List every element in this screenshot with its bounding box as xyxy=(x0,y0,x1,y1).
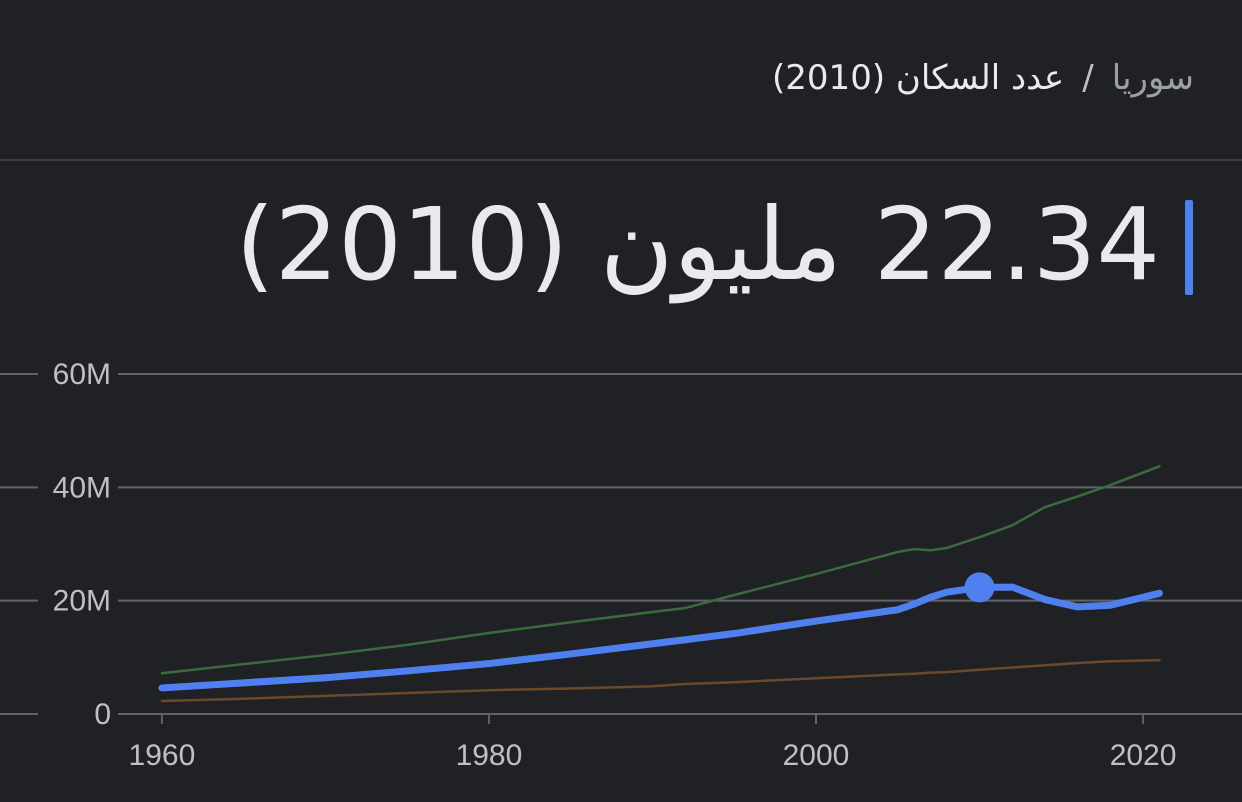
accent-bar xyxy=(1185,200,1193,295)
series-line xyxy=(160,658,1161,703)
y-tick-label: 20M xyxy=(53,585,111,618)
divider xyxy=(0,159,1242,161)
x-tick-label: 2000 xyxy=(783,739,850,772)
highlight-point xyxy=(964,572,995,603)
y-tick-label: 40M xyxy=(53,471,111,504)
series-line xyxy=(160,465,1161,675)
breadcrumb: سوريا / عدد السكان (2010) xyxy=(772,58,1194,98)
y-tick-label: 0 xyxy=(94,698,111,731)
separator: / xyxy=(1082,58,1094,98)
headline: 22.34 مليون (2010) xyxy=(235,186,1160,303)
x-tick-label: 1980 xyxy=(456,739,523,772)
y-tick-label: 60M xyxy=(53,358,111,391)
country-link[interactable]: سوريا xyxy=(1111,58,1194,98)
metric: عدد السكان (2010) xyxy=(772,58,1065,98)
x-tick-label: 2020 xyxy=(1110,739,1177,772)
x-tick-label: 1960 xyxy=(129,739,196,772)
series-line xyxy=(158,583,1163,692)
